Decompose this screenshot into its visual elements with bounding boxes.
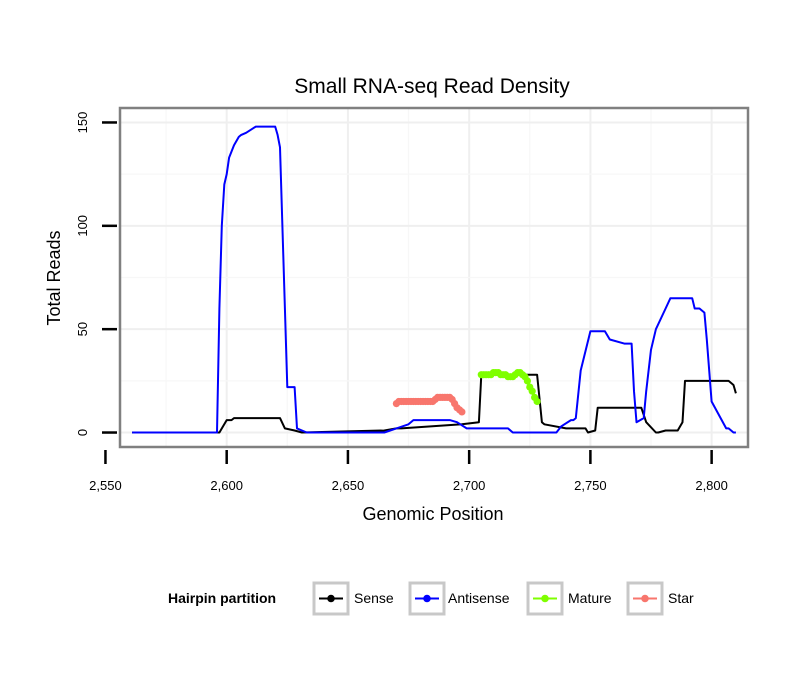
y-tick-label: 150 <box>75 112 90 134</box>
y-axis-title: Total Reads <box>44 230 64 325</box>
axis-layer: 2,550 2,600 2,650 2,700 2,750 2,800 0 50 100 150 <box>75 112 728 493</box>
x-tick-label: 2,650 <box>332 478 365 493</box>
legend-item-antisense: Antisense <box>408 581 510 616</box>
series-line-antisense <box>132 125 736 434</box>
legend: Hairpin partition Sense Antisense Mature St… <box>168 581 694 616</box>
data-point-star <box>458 408 466 416</box>
legend-label: Sense <box>354 590 394 606</box>
series-layer <box>132 125 737 434</box>
legend-label: Mature <box>568 590 612 606</box>
legend-label: Star <box>668 590 694 606</box>
y-tick-label: 50 <box>75 322 90 336</box>
series-star <box>392 393 466 416</box>
legend-item-mature: Mature <box>526 581 612 616</box>
data-point-mature <box>533 397 541 406</box>
x-tick-label: 2,800 <box>695 478 728 493</box>
legend-key-point <box>641 594 649 603</box>
legend-key-point <box>541 594 549 603</box>
legend-item-star: Star <box>626 581 694 616</box>
x-tick-label: 2,750 <box>574 478 607 493</box>
series-mature <box>477 369 541 406</box>
legend-item-sense: Sense <box>312 581 394 616</box>
data-point-mature <box>528 387 536 395</box>
x-axis-title: Genomic Position <box>362 504 503 524</box>
plot-frame <box>118 106 750 449</box>
series-line-sense <box>132 373 737 434</box>
series-antisense <box>132 125 736 434</box>
legend-items: Sense Antisense Mature Star <box>312 581 694 616</box>
legend-key-point <box>327 594 335 603</box>
legend-label: Antisense <box>448 590 510 606</box>
x-tick-label: 2,550 <box>89 478 122 493</box>
data-point-mature <box>523 377 532 385</box>
y-tick-label: 0 <box>75 429 90 436</box>
chart-title: Small RNA-seq Read Density <box>294 75 570 98</box>
y-tick-label: 100 <box>75 215 90 237</box>
series-sense <box>132 373 737 434</box>
x-tick-label: 2,700 <box>453 478 486 493</box>
x-tick-label: 2,600 <box>210 478 243 493</box>
legend-title: Hairpin partition <box>168 590 276 606</box>
legend-key-point <box>423 594 431 603</box>
grid-layer <box>120 108 748 447</box>
